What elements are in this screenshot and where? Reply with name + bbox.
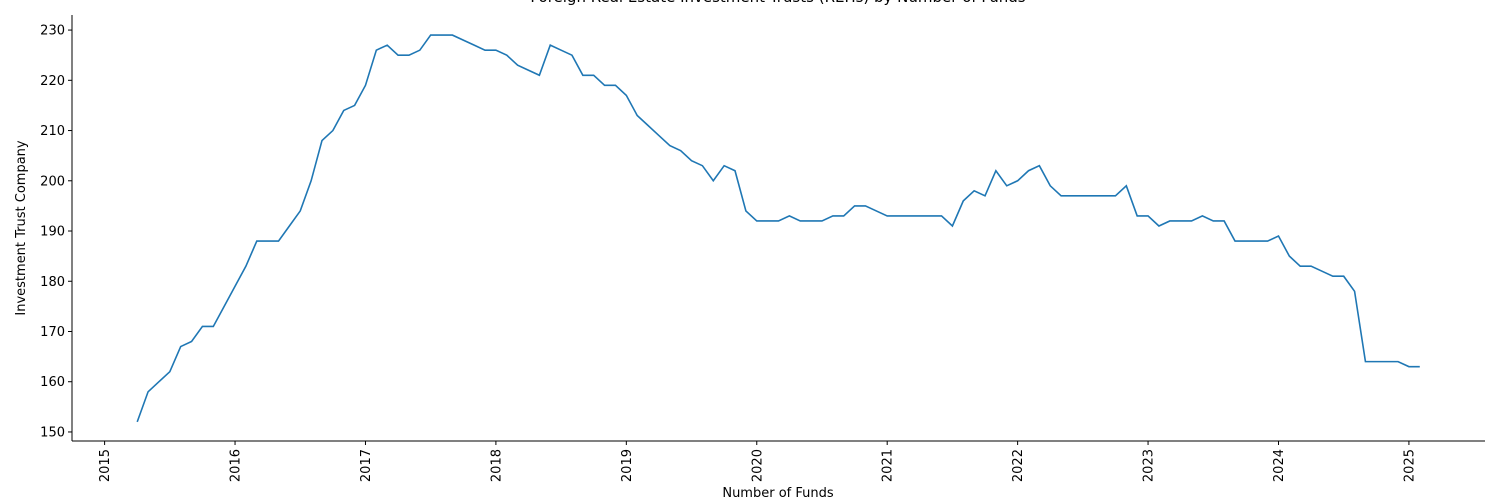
x-tick-label: 2023 — [1142, 449, 1157, 482]
y-tick-label: 230 — [40, 24, 65, 39]
x-tick-label: 2024 — [1272, 449, 1287, 482]
chart-title: Foreign Real Estate Investment Trusts (R… — [530, 0, 1025, 6]
y-tick-label: 170 — [40, 325, 65, 340]
x-tick-label: 2017 — [359, 449, 374, 482]
y-tick-label: 150 — [40, 425, 65, 440]
y-tick-label: 180 — [40, 275, 65, 290]
x-axis-label: Number of Funds — [722, 486, 834, 500]
line-series — [136, 34, 1420, 423]
x-tick-label: 2025 — [1402, 449, 1417, 482]
x-tick-label: 2015 — [98, 449, 113, 482]
x-tick-label: 2018 — [489, 449, 504, 482]
x-tick-label: 2020 — [750, 449, 765, 482]
y-axis-label: Investment Trust Company — [14, 140, 29, 316]
x-tick-label: 2021 — [881, 449, 896, 482]
x-tick-label: 2022 — [1011, 449, 1026, 482]
x-tick-label: 2019 — [620, 449, 635, 482]
y-tick-label: 190 — [40, 225, 65, 240]
y-tick-label: 210 — [40, 124, 65, 139]
x-tick-label: 2016 — [229, 449, 244, 482]
y-tick-label: 200 — [40, 174, 65, 189]
y-tick-label: 220 — [40, 74, 65, 89]
y-tick-label: 160 — [40, 375, 65, 390]
